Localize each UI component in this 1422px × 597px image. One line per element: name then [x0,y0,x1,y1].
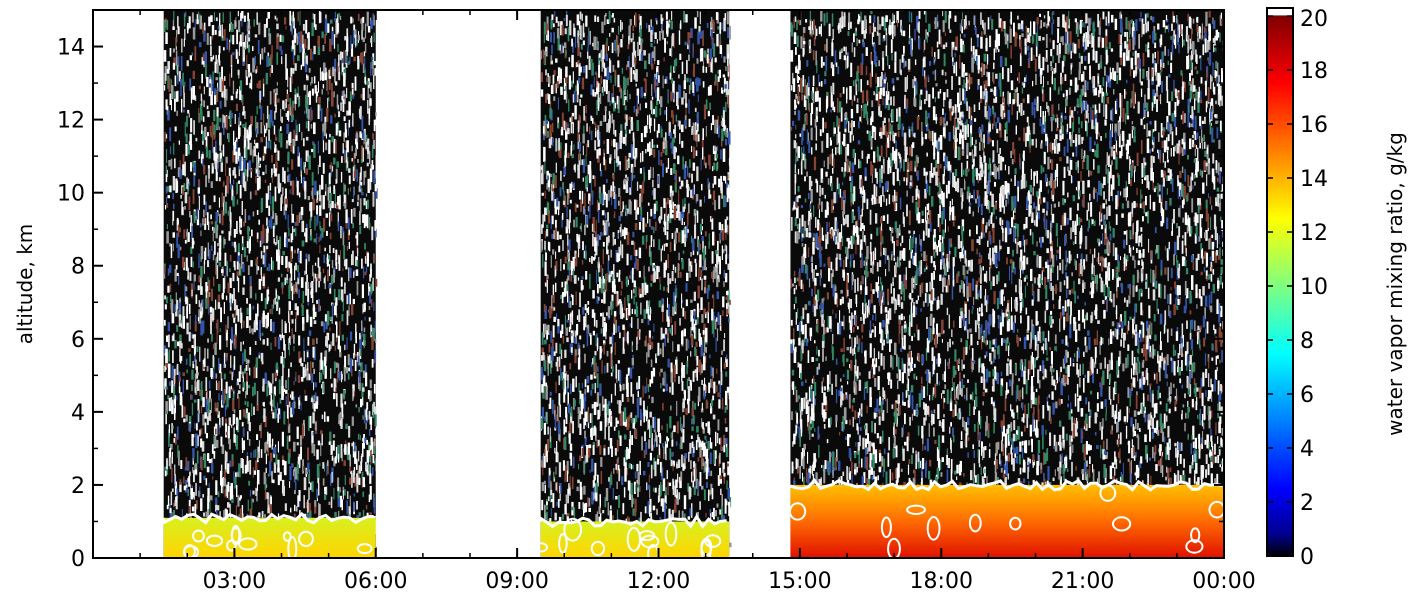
colorbar: 0 2 4 6 8 10 12 14 16 18 20 water vapor mixing rat… [1266,7,1407,570]
plot-area [93,10,1224,558]
y-tick-label: 8 [71,255,85,280]
x-tick-label: 18:00 [910,569,973,594]
x-tick-label: 00:00 [1192,569,1255,594]
y-axis-label: altitude, km [13,224,37,345]
x-tick-label: 03:00 [203,569,266,594]
data-segment-3 [788,10,1224,558]
colorbar-tick-label: 12 [1300,221,1328,246]
colorbar-tick-label: 16 [1300,113,1328,138]
x-tick-label: 09:00 [485,569,548,594]
colorbar-frame [1266,7,1294,557]
colorbar-tick-label: 10 [1300,275,1328,300]
colorbar-tick-label: 6 [1300,383,1314,408]
colorbar-tick-label: 8 [1300,329,1314,354]
y-tick-label: 12 [57,109,85,134]
data-segment-2 [534,10,732,558]
colorbar-over-color [1266,7,1294,17]
y-tick-label: 0 [71,547,85,572]
y-tick-label: 6 [71,328,85,353]
contour-line-1 [162,511,374,525]
x-tick-label: 12:00 [627,569,690,594]
colorbar-tick-label: 2 [1300,491,1314,516]
x-axis: 03:00 06:00 09:00 12:00 15:00 18:00 21:00 00:00 [139,10,1256,594]
y-tick-label: 10 [57,182,85,207]
colorbar-tick-label: 4 [1300,437,1314,462]
y-tick-label: 14 [57,36,85,61]
colorbar-tick-label: 20 [1300,7,1328,32]
colorbar-tick-label: 0 [1300,545,1314,570]
y-tick-label: 2 [71,474,85,499]
data-segment-1 [162,10,378,558]
colorbar-label: water vapor mixing ratio, g/kg [1383,132,1407,436]
colorbar-tick-label: 14 [1300,167,1328,192]
x-tick-label: 06:00 [344,569,407,594]
y-axis: 0 2 4 6 8 10 12 14 [57,36,1224,572]
contour-line-3 [788,478,1223,492]
x-tick-label: 15:00 [768,569,831,594]
surface-layer-3 [790,484,1224,558]
y-tick-label: 4 [71,401,85,426]
colorbar-tick-label: 18 [1300,59,1328,84]
x-tick-label: 21:00 [1051,569,1114,594]
